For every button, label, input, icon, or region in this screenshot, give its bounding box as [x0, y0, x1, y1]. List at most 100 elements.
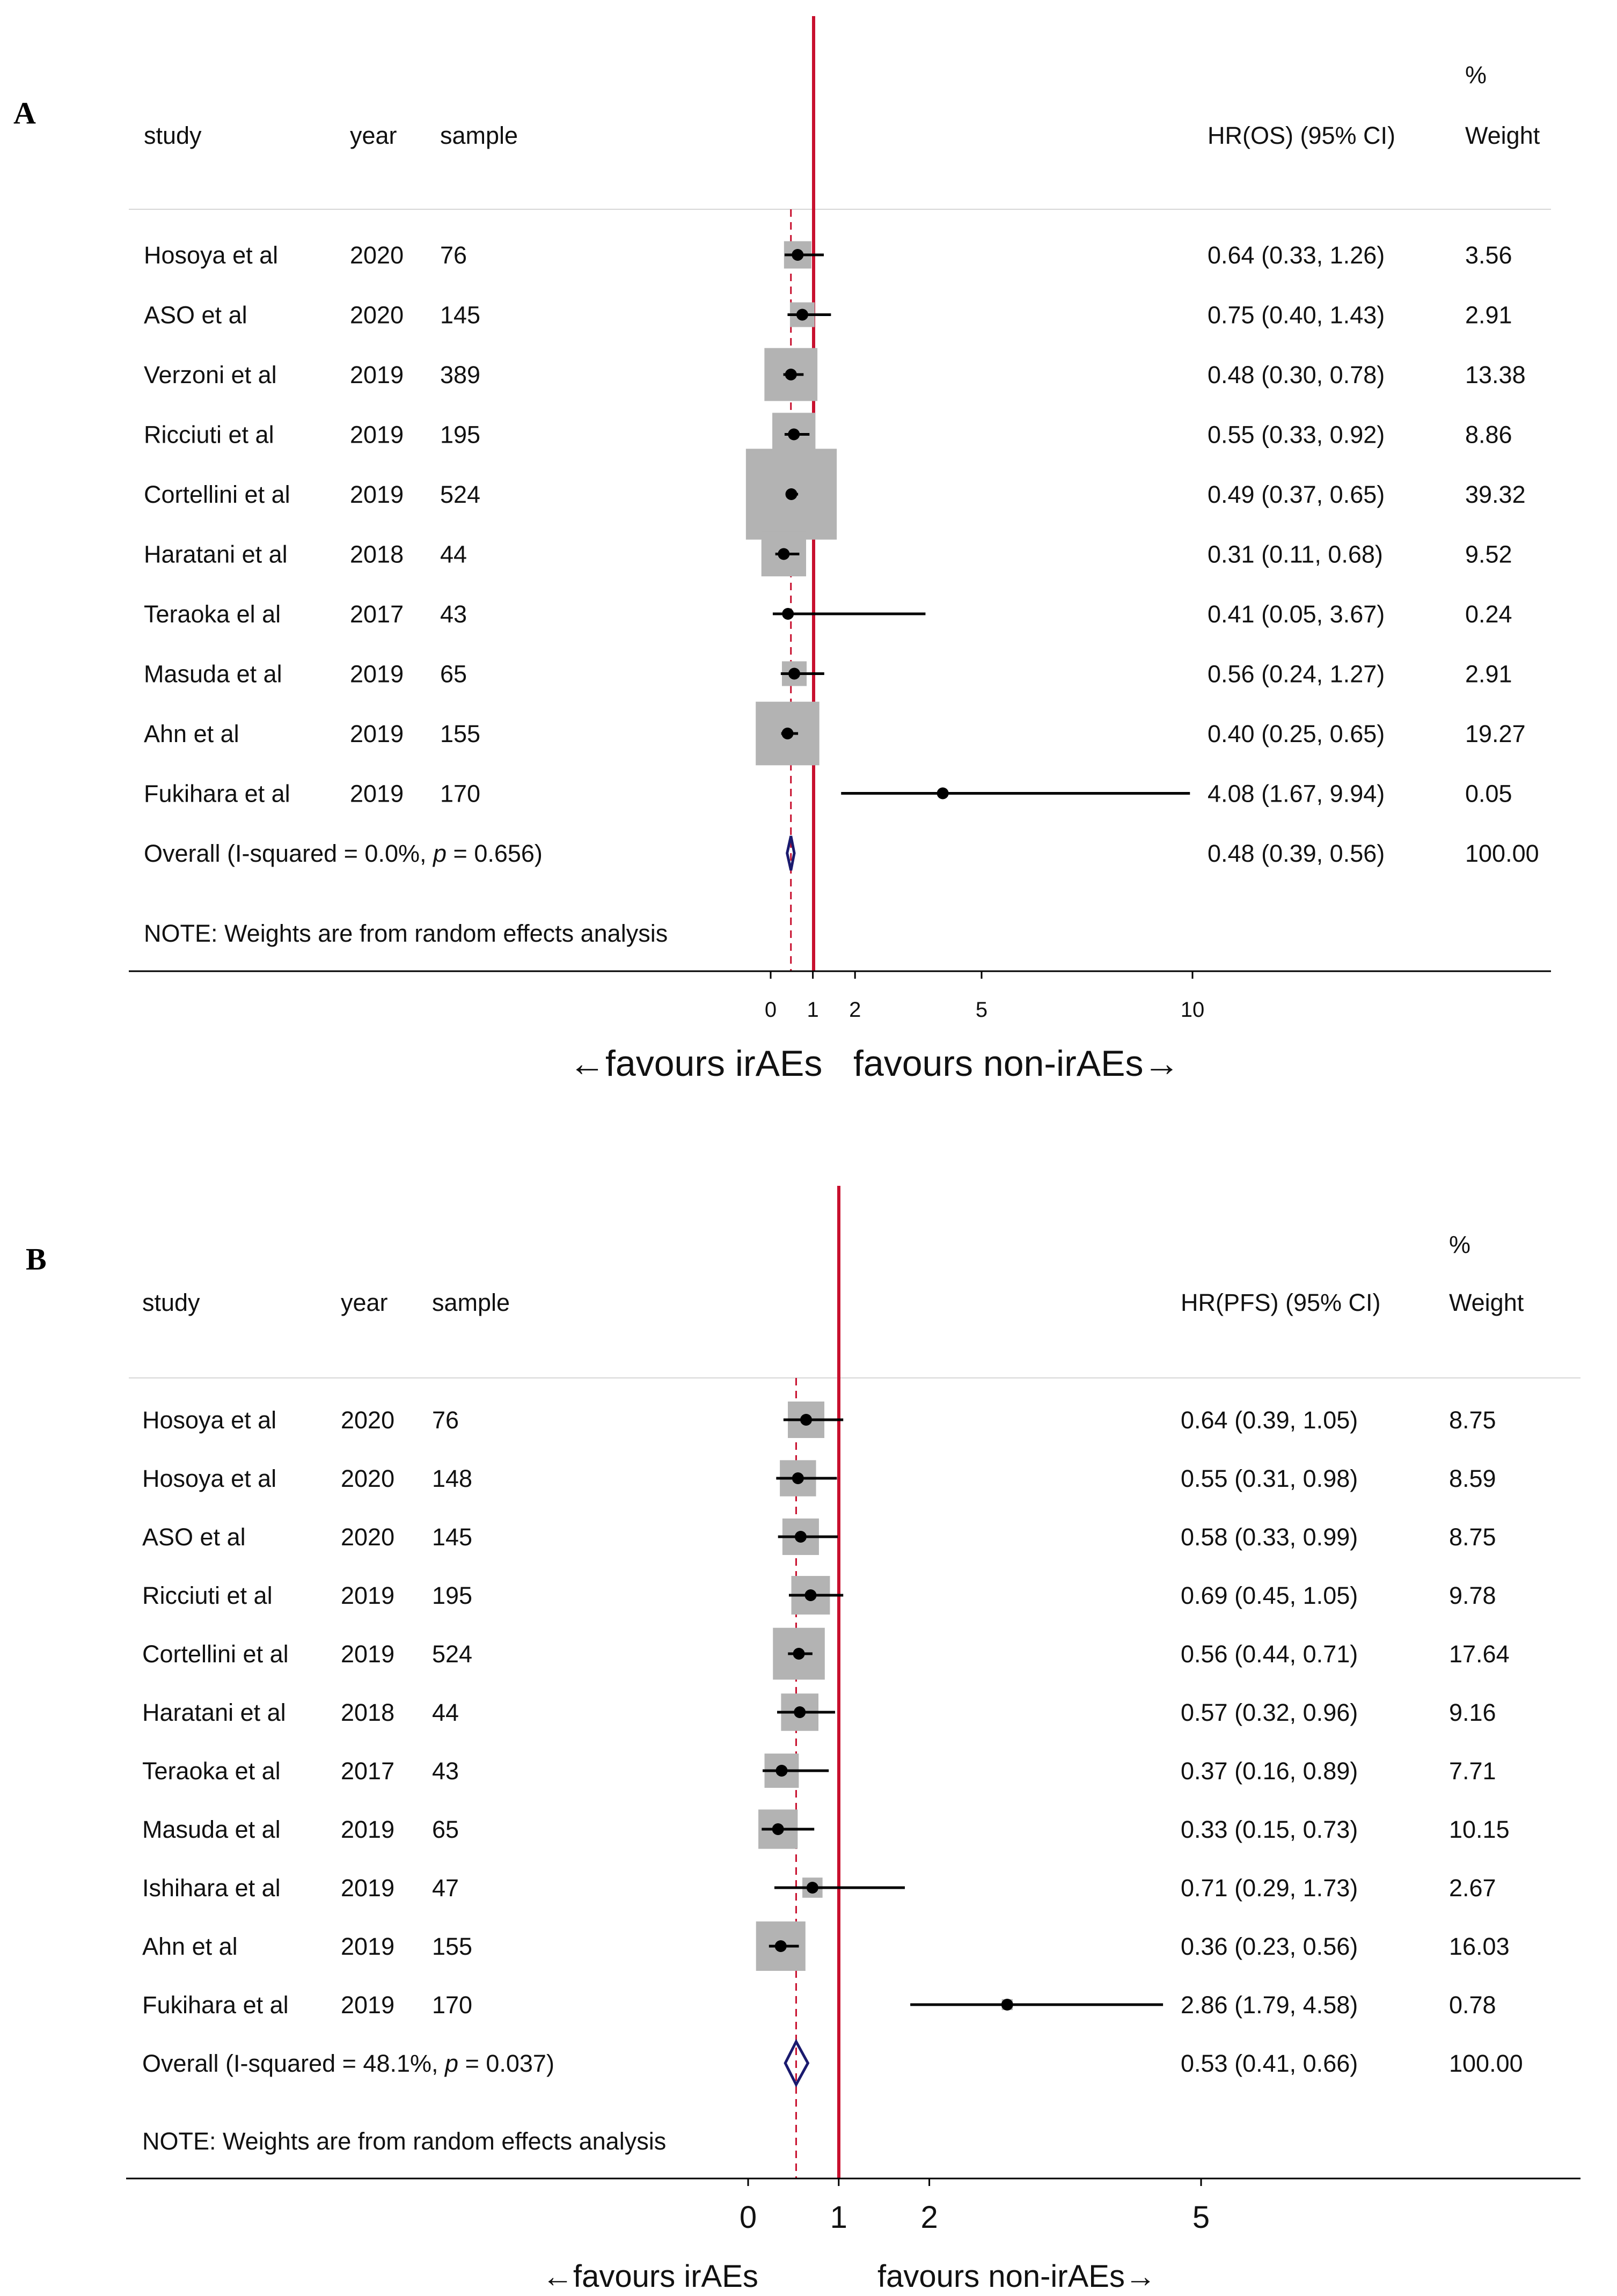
x-tick-label: 2: [849, 998, 861, 1022]
study-ci-text: 0.56 (0.44, 0.71): [1181, 1640, 1358, 1668]
study-weight-text: 0.78: [1449, 1991, 1496, 2019]
study-sample: 145: [432, 1523, 472, 1551]
header-weight-percent: %: [1449, 1231, 1470, 1258]
study-sample: 76: [432, 1406, 459, 1434]
study-weight-text: 16.03: [1449, 1933, 1510, 1960]
point-estimate: [778, 548, 790, 560]
point-estimate: [785, 369, 797, 380]
study-sample: 76: [440, 241, 467, 269]
point-estimate: [794, 1706, 806, 1718]
study-weight-text: 9.52: [1465, 541, 1512, 568]
point-estimate: [788, 667, 801, 680]
point-estimate: [796, 309, 808, 321]
study-ci-text: 0.57 (0.32, 0.96): [1181, 1699, 1358, 1726]
study-ci-text: 0.56 (0.24, 1.27): [1208, 661, 1385, 688]
x-tick-label: 0: [740, 2200, 757, 2235]
study-year: 2019: [350, 780, 404, 808]
point-estimate: [806, 1882, 818, 1894]
header-sample: sample: [432, 1289, 510, 1316]
study-name: Haratani et al: [142, 1699, 286, 1726]
point-estimate: [792, 1472, 804, 1484]
study-name: ASO et al: [144, 302, 247, 329]
study-name: Fukihara et al: [144, 780, 290, 808]
study-weight-text: 10.15: [1449, 1816, 1510, 1843]
study-sample: 44: [440, 541, 467, 568]
study-year: 2018: [341, 1699, 394, 1726]
overall-label-p: p: [444, 2050, 458, 2077]
study-ci-text: 0.37 (0.16, 0.89): [1181, 1757, 1358, 1785]
header-estimate: HR(OS) (95% CI): [1208, 122, 1395, 149]
study-year: 2019: [350, 481, 404, 508]
study-year: 2020: [341, 1465, 394, 1492]
study-weight-text: 8.86: [1465, 421, 1512, 449]
overall-label-suffix: = 0.037): [458, 2050, 554, 2077]
study-ci-text: 2.86 (1.79, 4.58): [1181, 1991, 1358, 2019]
study-ci-text: 0.41 (0.05, 3.67): [1208, 600, 1385, 628]
overall-ci-text: 0.53 (0.41, 0.66): [1181, 2050, 1358, 2077]
study-ci-text: 0.75 (0.40, 1.43): [1208, 302, 1385, 329]
study-ci-text: 0.36 (0.23, 0.56): [1181, 1933, 1358, 1960]
point-estimate: [772, 1823, 784, 1835]
study-name: Ahn et al: [142, 1933, 238, 1960]
panel-label: A: [13, 96, 36, 130]
study-name: Cortellini et al: [144, 481, 290, 508]
point-estimate: [785, 488, 797, 500]
overall-weight-text: 100.00: [1465, 840, 1539, 867]
study-sample: 43: [432, 1757, 459, 1785]
study-ci-text: 0.64 (0.39, 1.05): [1181, 1406, 1358, 1434]
study-weight-text: 8.59: [1449, 1465, 1496, 1492]
x-tick-label: 10: [1181, 998, 1205, 1022]
study-year: 2019: [350, 421, 404, 449]
point-estimate: [936, 787, 949, 799]
header-study: study: [142, 1289, 200, 1316]
study-weight-text: 2.91: [1465, 302, 1512, 329]
x-tick-label: 0: [765, 998, 777, 1022]
study-ci-text: 0.69 (0.45, 1.05): [1181, 1582, 1358, 1609]
study-sample: 145: [440, 302, 480, 329]
study-weight-text: 19.27: [1465, 720, 1526, 747]
study-sample: 43: [440, 600, 467, 628]
study-year: 2017: [341, 1757, 394, 1785]
study-weight-text: 17.64: [1449, 1640, 1510, 1668]
study-sample: 524: [432, 1640, 472, 1668]
x-tick-label: 5: [1192, 2200, 1210, 2235]
study-weight-text: 8.75: [1449, 1406, 1496, 1434]
favours-left-label: ←favours irAEs: [542, 2259, 758, 2294]
study-name: Teraoka el al: [144, 600, 281, 628]
study-ci-text: 0.55 (0.33, 0.92): [1208, 421, 1385, 449]
study-ci-text: 0.71 (0.29, 1.73): [1181, 1874, 1358, 1902]
study-weight-text: 2.91: [1465, 661, 1512, 688]
overall-label-prefix: Overall (I-squared = 0.0%,: [144, 840, 433, 867]
study-sample: 170: [432, 1991, 472, 2019]
favours-right-label: favours non-irAEs→: [877, 2259, 1156, 2294]
study-ci-text: 0.31 (0.11, 0.68): [1208, 541, 1383, 568]
overall-label-p: p: [432, 840, 447, 867]
header-weight: Weight: [1449, 1289, 1524, 1316]
study-sample: 389: [440, 361, 480, 388]
favours-left-label: ←favours irAEs: [569, 1043, 822, 1084]
header-year: year: [350, 122, 397, 149]
study-year: 2020: [341, 1523, 394, 1551]
study-weight-text: 2.67: [1449, 1874, 1496, 1902]
study-sample: 44: [432, 1699, 459, 1726]
study-name: ASO et al: [142, 1523, 246, 1551]
study-ci-text: 0.55 (0.31, 0.98): [1181, 1465, 1358, 1492]
overall-label: Overall (I-squared = 48.1%, p = 0.037): [142, 2050, 554, 2077]
study-weight-text: 39.32: [1465, 481, 1526, 508]
point-estimate: [1001, 1999, 1013, 2011]
overall-diamond: [786, 835, 796, 871]
point-estimate: [782, 608, 794, 620]
study-weight-text: 3.56: [1465, 241, 1512, 269]
study-name: Hosoya et al: [144, 241, 278, 269]
point-estimate: [793, 1648, 805, 1660]
study-sample: 65: [432, 1816, 459, 1843]
header-study: study: [144, 122, 202, 149]
study-ci-text: 4.08 (1.67, 9.94): [1208, 780, 1385, 808]
study-name: Teraoka et al: [142, 1757, 281, 1785]
study-name: Haratani et al: [144, 541, 288, 568]
study-weight-text: 9.16: [1449, 1699, 1496, 1726]
study-year: 2018: [350, 541, 404, 568]
study-sample: 524: [440, 481, 480, 508]
